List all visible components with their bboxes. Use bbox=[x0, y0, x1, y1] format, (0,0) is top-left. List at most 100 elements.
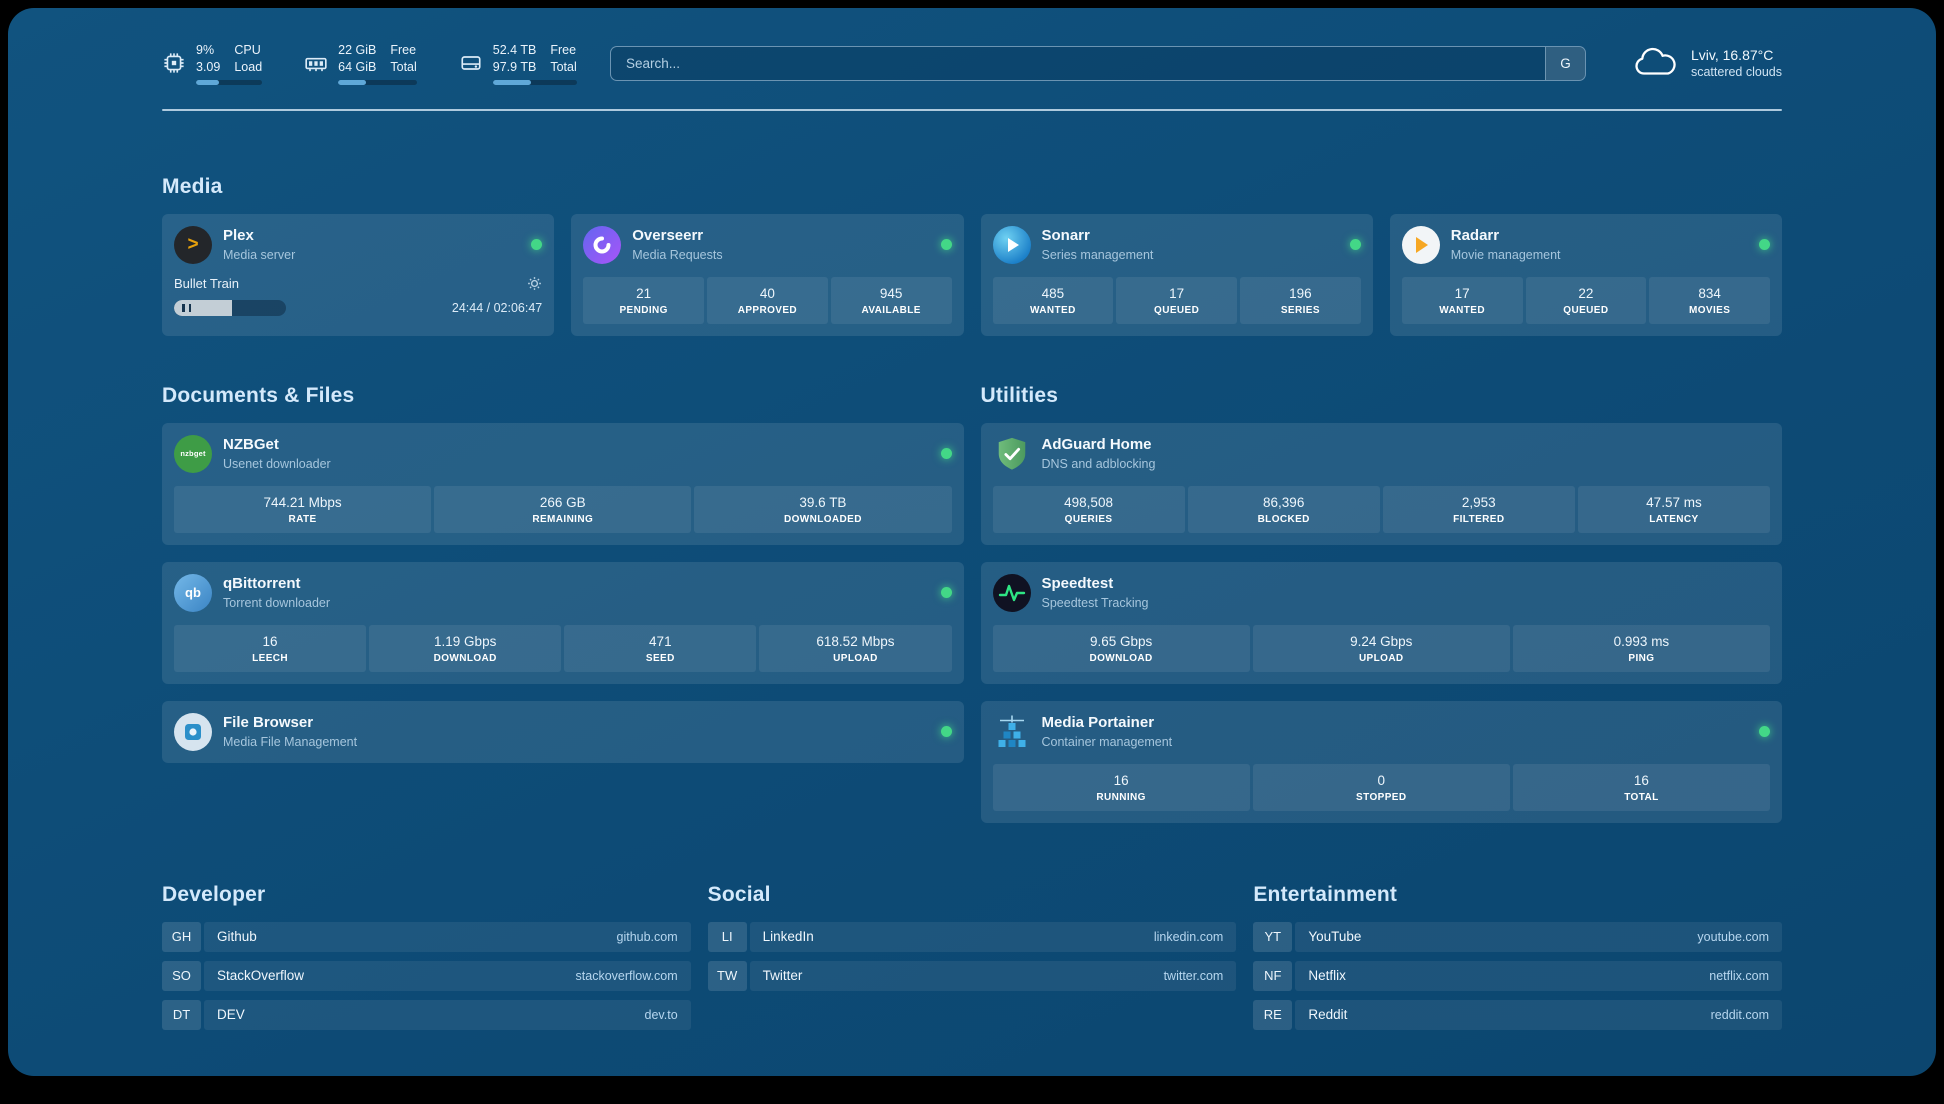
service-subtitle: Media Requests bbox=[632, 247, 723, 262]
stat-value: 0 bbox=[1377, 772, 1386, 788]
status-dot bbox=[940, 587, 952, 599]
bookmark-url: stackoverflow.com bbox=[575, 968, 678, 983]
stat-tile: 39.6 TB DOWNLOADED bbox=[694, 485, 952, 533]
playback-progress-bar[interactable] bbox=[174, 299, 286, 316]
service-title: Sonarr bbox=[1041, 226, 1090, 244]
stat-tile: 0.993 ms PING bbox=[1512, 624, 1771, 672]
bookmark-twitter[interactable]: TW Twitter twitter.com bbox=[707, 960, 1237, 991]
bookmark-abbr: YT bbox=[1253, 921, 1293, 952]
stat-label: UPLOAD bbox=[833, 652, 878, 664]
bookmark-reddit[interactable]: RE Reddit reddit.com bbox=[1253, 999, 1782, 1030]
stat-tile: 22 QUEUED bbox=[1525, 276, 1647, 324]
bookmark-stackoverflow[interactable]: SO StackOverflow stackoverflow.com bbox=[162, 960, 691, 991]
radarr-card[interactable]: Radarr Movie management 17 WANTED 22 QUE… bbox=[1389, 213, 1782, 336]
service-title: AdGuard Home bbox=[1041, 435, 1152, 453]
stat-value: 16 bbox=[1113, 772, 1129, 788]
stat-label: BLOCKED bbox=[1257, 513, 1310, 525]
stat-label: SERIES bbox=[1280, 304, 1320, 316]
filebrowser-card[interactable]: File Browser Media File Management bbox=[162, 700, 964, 763]
stat-label: WANTED bbox=[1439, 304, 1485, 316]
overseerr-icon bbox=[583, 225, 622, 264]
status-dot bbox=[531, 239, 543, 251]
service-title: Overseerr bbox=[632, 226, 704, 244]
stat-value: 471 bbox=[649, 633, 672, 649]
service-title: File Browser bbox=[223, 713, 314, 731]
stat-tile: 9.65 Gbps DOWNLOAD bbox=[992, 624, 1250, 672]
stat-tile: 618.52 Mbps UPLOAD bbox=[759, 624, 952, 672]
stat-label: DOWNLOAD bbox=[433, 652, 497, 664]
stat-label: SEED bbox=[645, 652, 675, 664]
stat-tile: 485 WANTED bbox=[992, 276, 1114, 324]
stat-value: 86,396 bbox=[1263, 494, 1305, 510]
bookmark-name: DEV bbox=[217, 1007, 245, 1023]
developer-bookmarks: Developer GH Github github.com SO StackO… bbox=[162, 883, 691, 1030]
playback-time: 24:44 / 02:06:47 bbox=[451, 300, 543, 315]
stat-value: 9.24 Gbps bbox=[1350, 633, 1413, 649]
disk-icon bbox=[461, 56, 481, 71]
search-input[interactable] bbox=[611, 46, 1545, 80]
status-dot bbox=[1759, 239, 1770, 251]
cpu-usage-bar bbox=[196, 79, 263, 85]
stat-label: FILTERED bbox=[1453, 513, 1505, 525]
stat-tile: 834 MOVIES bbox=[1649, 276, 1770, 324]
bookmark-abbr: DT bbox=[162, 999, 201, 1030]
adguard-card[interactable]: AdGuard Home DNS and adblocking 498,508 … bbox=[980, 422, 1782, 545]
pause-icon[interactable] bbox=[182, 303, 191, 312]
stat-tile: 0 STOPPED bbox=[1252, 763, 1510, 811]
bookmark-url: youtube.com bbox=[1697, 929, 1769, 944]
sonarr-card[interactable]: Sonarr Series management 485 WANTED 17 Q… bbox=[980, 213, 1373, 336]
stat-value: 498,508 bbox=[1064, 494, 1113, 510]
bookmark-abbr: RE bbox=[1253, 999, 1293, 1030]
bookmark-name: Netflix bbox=[1308, 968, 1346, 984]
stat-value: 22 bbox=[1578, 285, 1594, 301]
speedtest-card[interactable]: Speedtest Speedtest Tracking 9.65 Gbps D… bbox=[980, 561, 1782, 684]
stat-value: 9.65 Gbps bbox=[1089, 633, 1153, 649]
bookmark-url: reddit.com bbox=[1710, 1007, 1769, 1022]
stat-tile: 47.57 ms LATENCY bbox=[1577, 485, 1770, 533]
status-dot bbox=[940, 239, 952, 251]
bookmark-github[interactable]: GH Github github.com bbox=[162, 921, 691, 952]
service-subtitle: Movie management bbox=[1450, 247, 1561, 262]
cpu-stat: 9% 3.09 CPU Load bbox=[162, 42, 263, 85]
bookmark-netflix[interactable]: NF Netflix netflix.com bbox=[1253, 960, 1782, 991]
bookmark-abbr: GH bbox=[162, 921, 201, 952]
bookmark-abbr: NF bbox=[1253, 960, 1293, 991]
topbar-divider bbox=[162, 108, 1782, 111]
weather-location-temp: Lviv, 16.87°C bbox=[1690, 47, 1774, 64]
overseerr-card[interactable]: Overseerr Media Requests 21 PENDING 40 A… bbox=[571, 213, 964, 336]
service-subtitle: Container management bbox=[1041, 734, 1173, 749]
bookmark-youtube[interactable]: YT YouTube youtube.com bbox=[1253, 921, 1782, 952]
stat-label: PING bbox=[1628, 652, 1655, 664]
disk-labels: Free Total bbox=[550, 43, 577, 74]
stat-tile: 744.21 Mbps RATE bbox=[174, 485, 432, 533]
stat-label: REMAINING bbox=[532, 513, 594, 525]
speedtest-icon bbox=[992, 573, 1031, 612]
stat-value: 0.993 ms bbox=[1613, 633, 1670, 649]
gear-icon[interactable] bbox=[527, 276, 542, 291]
stat-tile: 471 SEED bbox=[564, 624, 757, 672]
hardware-stats: 9% 3.09 CPU Load bbox=[162, 42, 610, 85]
media-section: Media > Plex Media server bbox=[162, 175, 1782, 336]
stat-label: UPLOAD bbox=[1358, 652, 1404, 664]
plex-card[interactable]: > Plex Media server Bullet Train bbox=[162, 213, 555, 336]
qbittorrent-card[interactable]: qb qBittorrent Torrent downloader 16 bbox=[162, 561, 964, 684]
stat-tile: 1.19 Gbps DOWNLOAD bbox=[369, 624, 562, 672]
social-section-title: Social bbox=[707, 882, 771, 906]
stat-value: 17 bbox=[1454, 285, 1470, 301]
status-dot bbox=[940, 448, 952, 460]
stat-value: 40 bbox=[759, 285, 775, 301]
media-section-title: Media bbox=[162, 174, 223, 198]
stat-value: 945 bbox=[879, 285, 903, 301]
nzbget-card[interactable]: nzbget NZBGet Usenet downloader 744.21 M… bbox=[162, 422, 964, 545]
search-provider-button[interactable]: G bbox=[1544, 46, 1585, 80]
memory-usage-bar bbox=[338, 79, 417, 85]
entertainment-section-title: Entertainment bbox=[1253, 882, 1398, 906]
bookmark-linkedin[interactable]: LI LinkedIn linkedin.com bbox=[707, 921, 1237, 952]
bookmark-dev[interactable]: DT DEV dev.to bbox=[162, 999, 691, 1030]
portainer-card[interactable]: Media Portainer Container management 16 … bbox=[980, 700, 1782, 823]
service-subtitle: Series management bbox=[1041, 247, 1154, 262]
bookmark-url: linkedin.com bbox=[1153, 929, 1224, 944]
stat-value: 196 bbox=[1289, 285, 1312, 301]
disk-stat: 52.4 TB 97.9 TB Free Total bbox=[459, 42, 577, 85]
stat-label: QUEUED bbox=[1563, 304, 1609, 316]
